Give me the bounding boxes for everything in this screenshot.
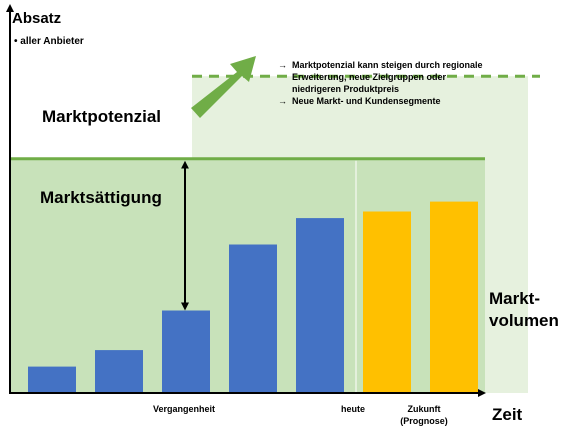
x-label-future: Zukunft <box>408 404 441 414</box>
bar-3 <box>162 310 210 393</box>
bar-group <box>28 201 478 393</box>
bar-1 <box>28 366 76 393</box>
bar-6 <box>363 211 411 393</box>
y-axis-title: Absatz <box>12 10 61 27</box>
potential-note-line1: Marktpotenzial kann steigen durch region… <box>292 60 483 70</box>
market-volume-label-line1: Markt- <box>489 289 540 308</box>
bar-4 <box>229 244 277 393</box>
bar-2 <box>95 350 143 393</box>
market-volume-label-line2: volumen <box>489 311 559 330</box>
x-label-past: Vergangenheit <box>153 404 215 414</box>
market-potential-label: Marktpotenzial <box>42 107 161 126</box>
market-saturation-label: Marktsättigung <box>40 188 162 207</box>
bar-5 <box>296 218 344 393</box>
note-arrow-icon: → <box>278 60 287 70</box>
y-axis-subtitle: • aller Anbieter <box>14 36 84 47</box>
potential-note-line3: niedrigeren Produktpreis <box>292 84 399 94</box>
potential-note-line2: Erweiterung, neue Zielgruppen oder <box>292 72 447 82</box>
growth-arrow-icon <box>191 56 256 118</box>
x-label-forecast: (Prognose) <box>400 416 448 426</box>
note-arrow-icon: → <box>278 96 287 106</box>
x-label-today: heute <box>341 404 365 414</box>
bar-7 <box>430 201 478 393</box>
potential-note-line4: Neue Markt- und Kundensegmente <box>292 96 441 106</box>
x-axis-title: Zeit <box>492 405 523 424</box>
